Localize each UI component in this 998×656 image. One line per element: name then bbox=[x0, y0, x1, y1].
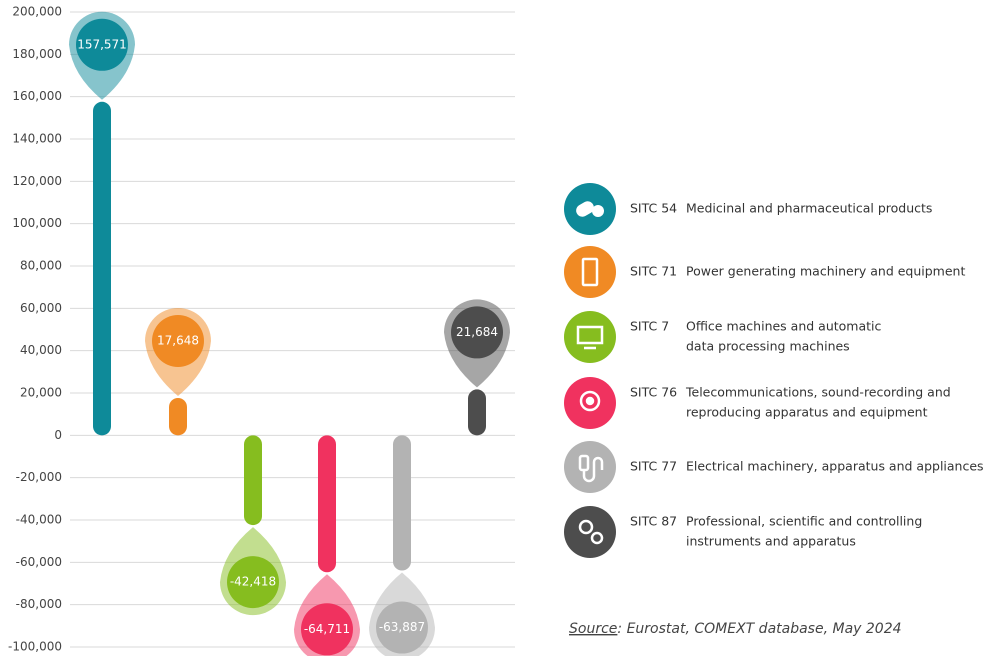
grid: -100,000 -80,000 -60,000 -40,000 -20,000 0 20,… bbox=[8, 5, 515, 654]
pin-head bbox=[152, 314, 204, 367]
y-tick-label: 200,000 bbox=[12, 5, 62, 19]
y-tick-label: 100,000 bbox=[12, 216, 62, 230]
bar bbox=[93, 101, 111, 436]
icon-monitor bbox=[576, 325, 604, 345]
icon-gear bbox=[578, 519, 594, 535]
pin-head bbox=[76, 18, 128, 71]
legend-code: SITC 54 bbox=[630, 201, 677, 216]
y-tick-label: 40,000 bbox=[20, 343, 62, 357]
legend: SITC 87 Professional, scientific and cont… bbox=[564, 183, 984, 558]
pin-head bbox=[227, 556, 279, 609]
legend-description: Electrical machinery, apparatus and appl… bbox=[686, 459, 984, 474]
legend-icon bbox=[564, 441, 616, 493]
y-tick-label: -80,000 bbox=[16, 597, 62, 611]
y-tick-label: 140,000 bbox=[12, 132, 62, 146]
bar bbox=[169, 397, 187, 436]
source-label: Source bbox=[569, 621, 617, 637]
legend-code: SITC 7 bbox=[630, 319, 669, 334]
legend-item: SITC 77 Electrical machinery, apparatus a… bbox=[564, 441, 984, 493]
value-label: 157,571 bbox=[77, 37, 127, 51]
icon-tablet bbox=[592, 205, 604, 217]
pin-head bbox=[376, 601, 428, 654]
y-tick-label: 0 bbox=[54, 428, 62, 442]
y-tick-label: -40,000 bbox=[16, 513, 62, 527]
icon-webcam-lens bbox=[585, 396, 595, 406]
bar bbox=[318, 435, 336, 573]
y-tick-label: 180,000 bbox=[12, 47, 62, 61]
bar bbox=[393, 435, 411, 571]
icon-cable bbox=[582, 456, 604, 483]
y-tick-label: 60,000 bbox=[20, 301, 62, 315]
legend-description: Medicinal and pharmaceutical products bbox=[686, 201, 932, 216]
legend-code: SITC 77 bbox=[630, 459, 677, 474]
legend-item: SITC 71 Power generating machinery and eq… bbox=[564, 246, 965, 298]
bars: 157,571 17,648 -42,418 -64,711 -63,887 21,684 bbox=[68, 11, 510, 656]
pin-head bbox=[301, 603, 353, 656]
legend-description: reproducing apparatus and equipment bbox=[686, 405, 928, 420]
legend-description: Professional, scientific and controlling bbox=[686, 514, 922, 529]
legend-code: SITC 76 bbox=[630, 385, 677, 400]
legend-icon bbox=[564, 246, 616, 298]
icon-webcam bbox=[579, 390, 601, 412]
value-label: 21,684 bbox=[456, 325, 498, 339]
legend-icons bbox=[576, 201, 604, 545]
icon-generator bbox=[581, 257, 599, 287]
legend-description: instruments and apparatus bbox=[686, 534, 856, 549]
legend-icon bbox=[564, 311, 616, 363]
y-tick-label: -20,000 bbox=[16, 470, 62, 484]
icon-pill bbox=[576, 201, 594, 217]
legend-item: SITC 54 Medicinal and pharmaceutical prod… bbox=[564, 183, 932, 235]
source: Source: Eurostat, COMEXT database, May 2… bbox=[569, 621, 902, 637]
bar bbox=[244, 435, 262, 526]
value-label: -42,418 bbox=[230, 575, 276, 589]
y-tick-label: 80,000 bbox=[20, 259, 62, 273]
legend-item: SITC 7 Office machines and automatic data … bbox=[564, 311, 881, 363]
bar bbox=[468, 389, 486, 436]
value-label: -63,887 bbox=[379, 620, 425, 634]
y-tick-label: -100,000 bbox=[8, 640, 62, 654]
value-label: -64,711 bbox=[304, 622, 350, 636]
legend-description: data processing machines bbox=[686, 339, 850, 354]
legend-description: Power generating machinery and equipment bbox=[686, 264, 965, 279]
y-tick-label: 20,000 bbox=[20, 386, 62, 400]
icon-gear bbox=[590, 531, 604, 545]
y-tick-label: -60,000 bbox=[16, 555, 62, 569]
value-label: 17,648 bbox=[157, 333, 199, 347]
pin-head bbox=[451, 306, 503, 359]
legend-item: SITC 87 Professional, scientific and cont… bbox=[564, 506, 922, 558]
legend-description: Office machines and automatic bbox=[686, 319, 881, 334]
legend-code: SITC 87 bbox=[630, 514, 677, 529]
legend-item: SITC 76 Telecommunications, sound-recordi… bbox=[564, 377, 951, 429]
legend-description: Telecommunications, sound-recording and bbox=[685, 385, 951, 400]
source-text: : Eurostat, COMEXT database, May 2024 bbox=[617, 621, 901, 637]
y-tick-label: 160,000 bbox=[12, 89, 62, 103]
legend-code: SITC 71 bbox=[630, 264, 677, 279]
y-tick-label: 120,000 bbox=[12, 174, 62, 188]
